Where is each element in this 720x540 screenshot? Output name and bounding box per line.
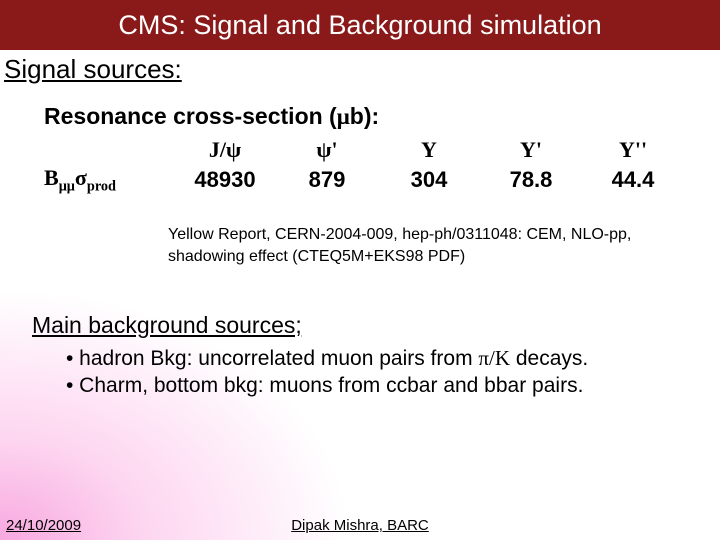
- footer-date: 24/10/2009: [6, 517, 81, 534]
- main-background-heading: Main background sources;: [32, 312, 720, 339]
- table-header-row: J/ψ ψ' Υ Υ' Υ'': [44, 136, 684, 164]
- col-psiprime: ψ': [276, 136, 378, 164]
- panel-title: Resonance cross-section (μb):: [44, 103, 684, 130]
- val-4: 44.4: [582, 164, 684, 196]
- table-header-empty: [44, 136, 174, 164]
- label-prod: prod: [87, 178, 116, 194]
- col-ups2: Υ': [480, 136, 582, 164]
- footer-author: Dipak Mishra, BARC: [291, 517, 429, 534]
- label-sigma: σ: [75, 165, 87, 190]
- table-value-row: Bμμσprod 48930 879 304 78.8 44.4: [44, 164, 684, 196]
- label-B: B: [44, 165, 59, 190]
- signal-sources-heading: Signal sources:: [4, 54, 720, 85]
- caption-line-1: Yellow Report, CERN-2004-009, hep-ph/031…: [168, 226, 631, 243]
- background-bullets: • hadron Bkg: uncorrelated muon pairs fr…: [66, 345, 720, 400]
- val-0: 48930: [174, 164, 276, 196]
- col-ups3: Υ'': [582, 136, 684, 164]
- slide: CMS: Signal and Background simulation Si…: [0, 0, 720, 540]
- bullet-1-greek: π/K: [478, 346, 510, 370]
- bullet-1: • hadron Bkg: uncorrelated muon pairs fr…: [66, 345, 720, 372]
- val-3: 78.8: [480, 164, 582, 196]
- title-bar: CMS: Signal and Background simulation: [0, 0, 720, 50]
- footer: 24/10/2009 Dipak Mishra, BARC: [0, 517, 720, 534]
- cross-section-panel: Resonance cross-section (μb): J/ψ ψ' Υ Υ…: [32, 95, 696, 206]
- val-1: 879: [276, 164, 378, 196]
- val-2: 304: [378, 164, 480, 196]
- panel-title-mu: μ: [337, 104, 350, 130]
- cross-section-table: J/ψ ψ' Υ Υ' Υ'' Bμμσprod 48930 879 304 7…: [44, 136, 684, 196]
- caption: Yellow Report, CERN-2004-009, hep-ph/031…: [168, 224, 648, 267]
- col-jpsi: J/ψ: [174, 136, 276, 164]
- slide-title: CMS: Signal and Background simulation: [118, 10, 601, 41]
- bullet-1-pre: • hadron Bkg: uncorrelated muon pairs fr…: [66, 347, 478, 370]
- bullet-1-post: decays.: [510, 347, 588, 370]
- bullet-2: • Charm, bottom bkg: muons from ccbar an…: [66, 372, 720, 399]
- label-mumu: μμ: [59, 178, 75, 194]
- row-label: Bμμσprod: [44, 164, 174, 196]
- col-ups1: Υ: [378, 136, 480, 164]
- caption-line-2: shadowing effect (CTEQ5M+EKS98 PDF): [168, 248, 465, 265]
- panel-title-suffix: b):: [350, 103, 379, 130]
- panel-title-prefix: Resonance cross-section (: [44, 103, 337, 130]
